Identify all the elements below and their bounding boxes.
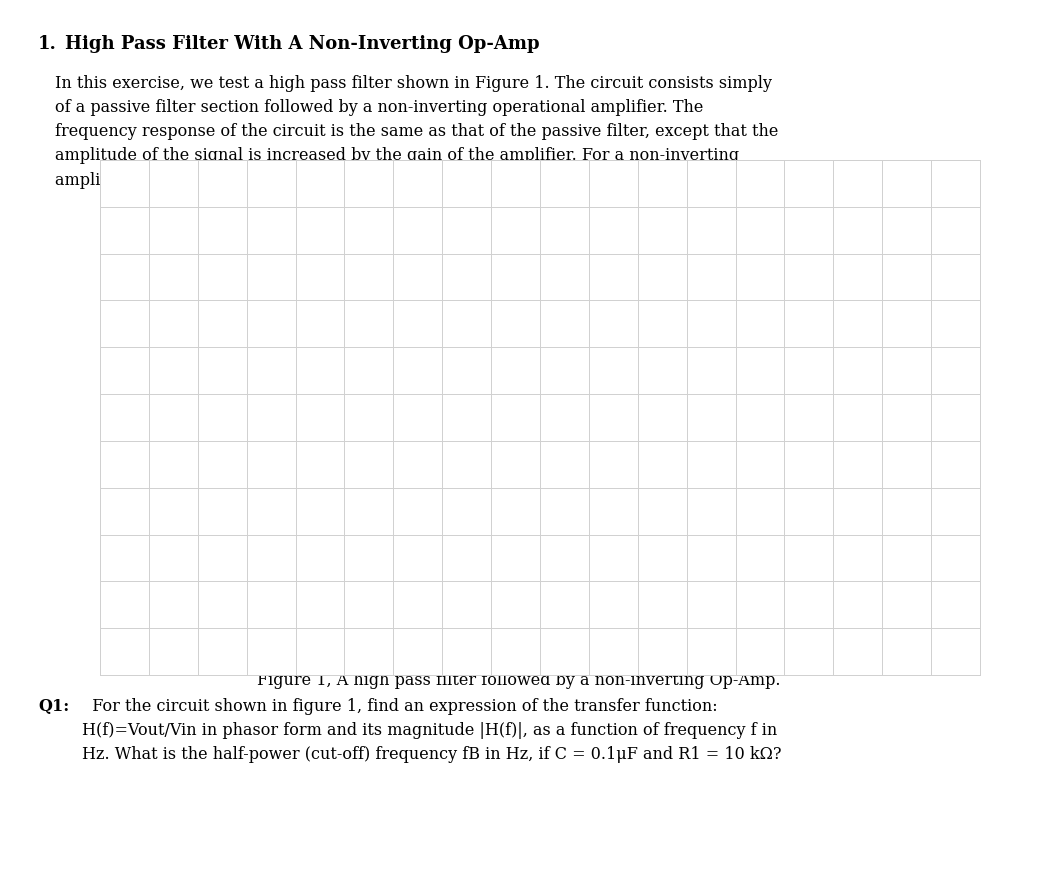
Text: 10 kΩ: 10 kΩ: [470, 548, 510, 562]
Circle shape: [300, 505, 310, 515]
Text: In this exercise, we test a high pass filter shown in Figure 1. The circuit cons: In this exercise, we test a high pass fi…: [55, 75, 778, 188]
Text: Figure 1, A high pass filter followed by a non-inverting Op-Amp.: Figure 1, A high pass filter followed by…: [258, 672, 780, 689]
Text: High Pass Filter With A Non-Inverting Op-Amp: High Pass Filter With A Non-Inverting Op…: [65, 35, 539, 53]
Text: 10 kΩ: 10 kΩ: [327, 411, 368, 425]
Text: pin 6: pin 6: [748, 377, 782, 391]
Polygon shape: [283, 510, 327, 532]
Text: UA741: UA741: [637, 346, 683, 360]
Circle shape: [430, 505, 439, 515]
FancyBboxPatch shape: [594, 501, 742, 547]
Circle shape: [300, 320, 310, 329]
FancyBboxPatch shape: [594, 183, 742, 229]
FancyBboxPatch shape: [119, 300, 190, 350]
Text: −5V (pin 4): −5V (pin 4): [629, 517, 708, 531]
Text: Q1:: Q1:: [38, 698, 70, 715]
Text: C1: C1: [230, 273, 250, 287]
Polygon shape: [575, 235, 725, 495]
Text: Vin: Vin: [144, 318, 166, 332]
Text: pin 3: pin 3: [483, 294, 517, 308]
Text: 1.: 1.: [38, 35, 57, 53]
Text: 100 nF: 100 nF: [216, 293, 264, 307]
Text: −: −: [585, 394, 601, 412]
Text: +: +: [586, 311, 601, 329]
Text: +5V (pin 7): +5V (pin 7): [629, 199, 708, 213]
Text: R3: R3: [480, 528, 500, 542]
Text: pin 2: pin 2: [478, 413, 512, 427]
Text: Vout: Vout: [879, 358, 910, 372]
Text: R1: R1: [327, 388, 347, 402]
Text: 10 kΩ: 10 kΩ: [359, 548, 400, 562]
FancyBboxPatch shape: [854, 340, 936, 390]
Text: R2: R2: [370, 528, 391, 542]
Text: For the circuit shown in figure 1, find an expression of the transfer function:
: For the circuit shown in figure 1, find …: [82, 698, 781, 763]
